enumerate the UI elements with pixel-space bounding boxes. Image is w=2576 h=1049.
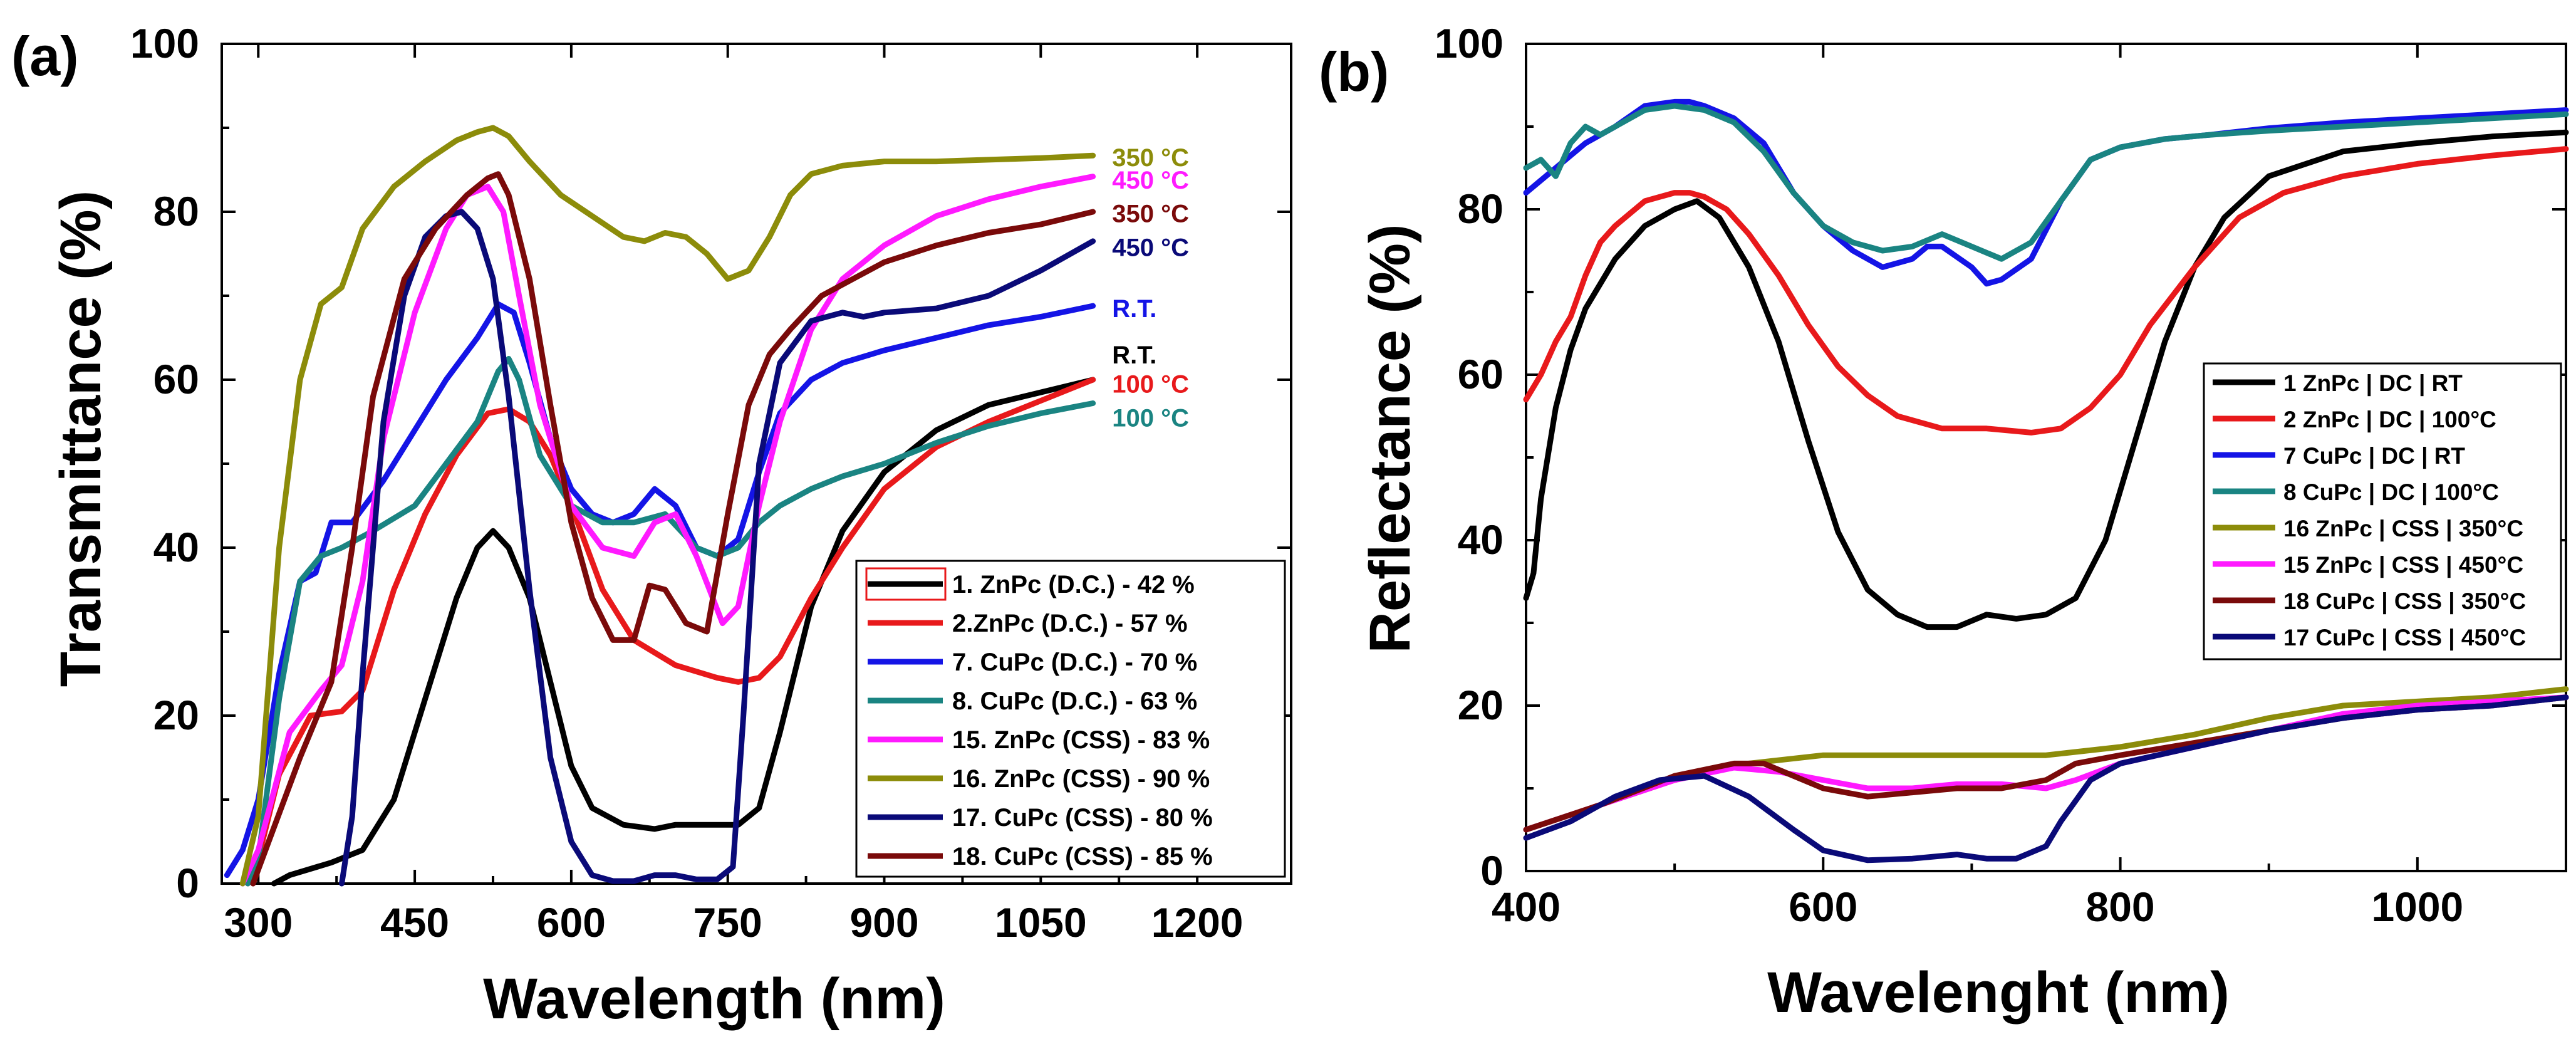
x-tick-label: 900 <box>849 899 918 946</box>
legend-entry-label: 17. CuPc (CSS) - 80 % <box>952 804 1213 832</box>
y-tick-label: 20 <box>153 692 199 738</box>
series-line-1-znpc-dc-rt <box>1523 129 2569 630</box>
curve-annotation: 100 °C <box>1112 371 1189 399</box>
y-tick-label: 0 <box>1480 847 1504 894</box>
x-tick-label: 400 <box>1492 884 1561 930</box>
legend-entry-label: 2 ZnPc | DC | 100°C <box>2283 407 2496 433</box>
series-line-15-znpc-css-450-c <box>1523 694 2569 833</box>
panel-b-x-axis-title: Wavelenght (nm) <box>1767 961 2230 1025</box>
x-tick-label: 1200 <box>1151 899 1244 946</box>
series-line-18-cupc-css-85- <box>250 171 1096 887</box>
legend-entry-label: 16 ZnPc | CSS | 350°C <box>2283 516 2523 542</box>
panel-b-series <box>1523 98 2569 864</box>
curve-annotation: 450 °C <box>1112 234 1189 261</box>
curve-annotation: 450 °C <box>1112 167 1189 194</box>
y-tick-label: 80 <box>153 188 199 234</box>
legend-entry-label: 2.ZnPc (D.C.) - 57 % <box>952 610 1188 637</box>
panel-a-transmittance-chart: (a) Transmittance (%) Wavelength (nm) 30… <box>11 20 1292 1031</box>
panel-a-legend-box <box>855 560 1286 878</box>
y-tick-label: 0 <box>176 860 199 906</box>
panel-b-y-axis-title: Reflectance (%) <box>1358 224 1422 653</box>
y-tick-label: 100 <box>1435 20 1504 66</box>
y-tick-label: 80 <box>1458 185 1504 232</box>
legend-entry-label: 18 CuPc | CSS | 350°C <box>2283 588 2526 615</box>
series-line-15-znpc-css-83- <box>239 174 1096 887</box>
x-tick-label: 1000 <box>2371 884 2463 930</box>
y-tick-label: 60 <box>153 356 199 402</box>
legend-entry-label: 1 ZnPc | DC | RT <box>2283 370 2463 397</box>
x-tick-label: 1050 <box>995 899 1087 946</box>
series-line-8-cupc-d-c-63- <box>245 356 1096 887</box>
y-tick-label: 100 <box>130 20 199 66</box>
x-tick-label: 800 <box>2086 884 2155 930</box>
series-line-7-cupc-d-c-70- <box>224 301 1096 879</box>
curve-annotation: 350 °C <box>1112 201 1189 228</box>
panel-b-reflectance-chart: (b) Reflectance (%) Wavelenght (nm) 400 6… <box>1319 20 2569 1025</box>
series-line-18-cupc-css-350-c <box>1523 694 2569 833</box>
series-line-1-znpc-d-c-42- <box>271 377 1096 887</box>
y-tick-label: 20 <box>1458 682 1504 728</box>
y-tick-label: 60 <box>1458 351 1504 397</box>
panel-b-legend: 1 ZnPc | DC | RT 2 ZnPc | DC | 100°C 7 CuP… <box>2203 362 2562 660</box>
panel-a-x-axis-title: Wavelength (nm) <box>483 967 945 1031</box>
curve-annotation: R.T. <box>1112 295 1156 323</box>
curve-annotation: R.T. <box>1112 342 1156 369</box>
legend-entry-label: 8 CuPc | DC | 100°C <box>2283 479 2499 506</box>
panel-a-axis-ticks: 300 450 600 750 900 1050 1200 0 20 40 60 80 100 <box>130 20 1291 946</box>
x-tick-label: 750 <box>693 899 762 946</box>
legend-entry-label: 8. CuPc (D.C.) - 63 % <box>952 687 1197 715</box>
legend-entry-label: 15 ZnPc | CSS | 450°C <box>2283 552 2523 578</box>
x-tick-label: 450 <box>380 899 449 946</box>
curve-annotation: 100 °C <box>1112 404 1189 432</box>
series-line-2-znpc-dc-100-c <box>1523 146 2569 436</box>
curve-annotation: 350 °C <box>1112 144 1189 172</box>
legend-selected-marker <box>865 567 947 601</box>
panel-a-label: (a) <box>11 25 79 87</box>
y-tick-label: 40 <box>153 524 199 570</box>
legend-entry-label: 7 CuPc | DC | RT <box>2283 443 2465 469</box>
series-line-16-znpc-css-90- <box>239 125 1096 887</box>
series-line-17-cupc-css-450-c <box>1523 694 2569 864</box>
x-tick-label: 300 <box>224 899 293 946</box>
legend-entry-label: 7. CuPc (D.C.) - 70 % <box>952 649 1197 676</box>
legend-entry-label: 15. ZnPc (CSS) - 83 % <box>952 726 1210 754</box>
legend-entry-label: 16. ZnPc (CSS) - 90 % <box>952 765 1210 793</box>
panel-a-legend: 1. ZnPc (D.C.) - 42 % 2.ZnPc (D.C.) - 57 … <box>855 560 1286 878</box>
panel-b-legend-box <box>2203 362 2562 660</box>
panel-a-series <box>224 125 1096 887</box>
legend-entry-label: 17 CuPc | CSS | 450°C <box>2283 625 2526 651</box>
x-tick-label: 600 <box>1789 884 1857 930</box>
x-tick-label: 600 <box>537 899 606 946</box>
series-line-8-cupc-dc-100-c <box>1523 103 2569 262</box>
legend-entry-label: 1. ZnPc (D.C.) - 42 % <box>952 571 1195 598</box>
panel-a-y-axis-title: Transmittance (%) <box>49 190 113 687</box>
legend-entry-label: 18. CuPc (CSS) - 85 % <box>952 843 1213 870</box>
y-tick-label: 40 <box>1458 516 1504 563</box>
series-line-2-znpc-d-c-57- <box>245 377 1096 887</box>
panel-b-label: (b) <box>1319 41 1389 103</box>
